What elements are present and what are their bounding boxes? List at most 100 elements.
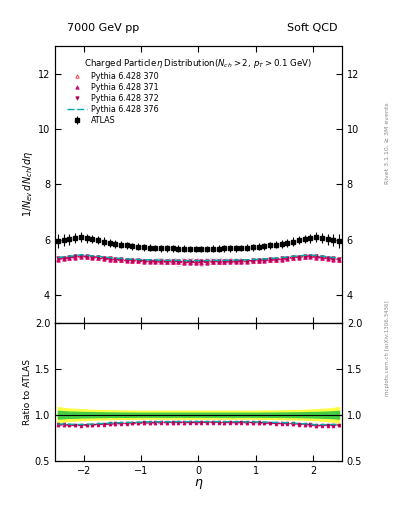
Pythia 6.428 372 bbox=[170, 258, 175, 264]
Pythia 6.428 372 bbox=[113, 256, 118, 262]
Pythia 6.428 372 bbox=[268, 256, 273, 262]
Pythia 6.428 372 bbox=[279, 255, 284, 262]
Pythia 6.428 376 bbox=[239, 257, 244, 263]
Pythia 6.428 376 bbox=[73, 252, 77, 259]
Pythia 6.428 370 bbox=[153, 259, 158, 265]
Pythia 6.428 371 bbox=[141, 259, 146, 265]
Pythia 6.428 370 bbox=[125, 257, 129, 263]
Pythia 6.428 372 bbox=[96, 254, 101, 260]
Pythia 6.428 371 bbox=[125, 258, 129, 264]
Pythia 6.428 370 bbox=[182, 259, 187, 265]
Pythia 6.428 376 bbox=[251, 257, 255, 263]
Pythia 6.428 370 bbox=[136, 258, 141, 264]
Pythia 6.428 370 bbox=[113, 257, 118, 263]
Pythia 6.428 372 bbox=[176, 258, 181, 264]
Pythia 6.428 376 bbox=[308, 252, 313, 258]
Pythia 6.428 371 bbox=[256, 258, 261, 264]
Pythia 6.428 372 bbox=[61, 254, 66, 261]
Pythia 6.428 376 bbox=[141, 257, 146, 263]
Pythia 6.428 376 bbox=[279, 254, 284, 261]
Pythia 6.428 372 bbox=[84, 253, 89, 259]
Pythia 6.428 370 bbox=[90, 254, 95, 261]
Pythia 6.428 371 bbox=[199, 260, 204, 266]
Pythia 6.428 370 bbox=[297, 254, 301, 261]
Pythia 6.428 371 bbox=[268, 257, 273, 263]
Y-axis label: $1/N_{ev}\,dN_{ch}/d\eta$: $1/N_{ev}\,dN_{ch}/d\eta$ bbox=[21, 151, 35, 218]
Text: Soft QCD: Soft QCD bbox=[288, 23, 338, 33]
Pythia 6.428 372 bbox=[325, 254, 330, 261]
Line: Pythia 6.428 370: Pythia 6.428 370 bbox=[56, 254, 341, 264]
Pythia 6.428 371 bbox=[73, 254, 77, 261]
Pythia 6.428 370 bbox=[216, 259, 221, 265]
Pythia 6.428 371 bbox=[297, 255, 301, 261]
Pythia 6.428 370 bbox=[285, 255, 290, 262]
Pythia 6.428 371 bbox=[320, 255, 324, 261]
Pythia 6.428 370 bbox=[245, 258, 250, 264]
Pythia 6.428 376 bbox=[314, 252, 318, 259]
Pythia 6.428 376 bbox=[182, 258, 187, 264]
Pythia 6.428 372 bbox=[141, 258, 146, 264]
Pythia 6.428 376 bbox=[233, 257, 238, 263]
Pythia 6.428 371 bbox=[331, 257, 336, 263]
Pythia 6.428 371 bbox=[61, 255, 66, 262]
Pythia 6.428 370 bbox=[170, 259, 175, 265]
Pythia 6.428 371 bbox=[285, 256, 290, 262]
Pythia 6.428 370 bbox=[291, 254, 296, 261]
Pythia 6.428 370 bbox=[337, 257, 342, 263]
Pythia 6.428 371 bbox=[113, 257, 118, 263]
Text: mcplots.cern.ch [arXiv:1306.3436]: mcplots.cern.ch [arXiv:1306.3436] bbox=[385, 301, 389, 396]
Pythia 6.428 372 bbox=[320, 254, 324, 260]
Pythia 6.428 372 bbox=[125, 257, 129, 263]
Pythia 6.428 372 bbox=[147, 258, 152, 264]
Pythia 6.428 370 bbox=[211, 259, 215, 265]
Pythia 6.428 376 bbox=[285, 254, 290, 260]
Pythia 6.428 371 bbox=[176, 259, 181, 265]
Pythia 6.428 372 bbox=[101, 255, 106, 261]
Pythia 6.428 370 bbox=[331, 256, 336, 262]
Text: 7000 GeV pp: 7000 GeV pp bbox=[67, 23, 139, 33]
Pythia 6.428 376 bbox=[193, 258, 198, 264]
Pythia 6.428 370 bbox=[320, 254, 324, 261]
Pythia 6.428 372 bbox=[302, 253, 307, 259]
Line: Pythia 6.428 372: Pythia 6.428 372 bbox=[56, 254, 341, 263]
Pythia 6.428 370 bbox=[251, 258, 255, 264]
Pythia 6.428 370 bbox=[314, 254, 318, 260]
Pythia 6.428 376 bbox=[320, 253, 324, 259]
Pythia 6.428 371 bbox=[67, 255, 72, 261]
Pythia 6.428 376 bbox=[331, 254, 336, 261]
Text: Charged Particle$\,\eta\,$Distribution$(N_{ch} > 2,\,p_T > 0.1\ \mathrm{GeV})$: Charged Particle$\,\eta\,$Distribution$(… bbox=[84, 57, 312, 70]
Pythia 6.428 371 bbox=[308, 253, 313, 260]
Pythia 6.428 376 bbox=[113, 255, 118, 261]
Pythia 6.428 371 bbox=[205, 260, 209, 266]
Pythia 6.428 372 bbox=[251, 257, 255, 263]
Pythia 6.428 371 bbox=[291, 255, 296, 261]
Pythia 6.428 372 bbox=[297, 253, 301, 260]
Pythia 6.428 371 bbox=[279, 257, 284, 263]
Pythia 6.428 376 bbox=[222, 257, 227, 263]
Y-axis label: Ratio to ATLAS: Ratio to ATLAS bbox=[23, 359, 32, 424]
Pythia 6.428 372 bbox=[291, 254, 296, 260]
Pythia 6.428 370 bbox=[73, 254, 77, 260]
Pythia 6.428 376 bbox=[67, 253, 72, 259]
Pythia 6.428 376 bbox=[61, 253, 66, 260]
Pythia 6.428 376 bbox=[245, 257, 250, 263]
Pythia 6.428 372 bbox=[239, 258, 244, 264]
Pythia 6.428 370 bbox=[176, 259, 181, 265]
Pythia 6.428 370 bbox=[187, 259, 192, 265]
Pythia 6.428 372 bbox=[205, 259, 209, 265]
Pythia 6.428 372 bbox=[182, 259, 187, 265]
Pythia 6.428 372 bbox=[73, 253, 77, 260]
Pythia 6.428 376 bbox=[130, 256, 135, 262]
Pythia 6.428 376 bbox=[90, 253, 95, 259]
Pythia 6.428 372 bbox=[67, 254, 72, 260]
Pythia 6.428 376 bbox=[337, 255, 342, 261]
Pythia 6.428 370 bbox=[239, 258, 244, 264]
Pythia 6.428 372 bbox=[245, 258, 250, 264]
Pythia 6.428 376 bbox=[274, 255, 278, 261]
Pythia 6.428 370 bbox=[228, 259, 232, 265]
Pythia 6.428 376 bbox=[291, 253, 296, 259]
Pythia 6.428 370 bbox=[193, 259, 198, 265]
Pythia 6.428 371 bbox=[84, 254, 89, 261]
Pythia 6.428 376 bbox=[176, 257, 181, 263]
Pythia 6.428 372 bbox=[262, 257, 267, 263]
